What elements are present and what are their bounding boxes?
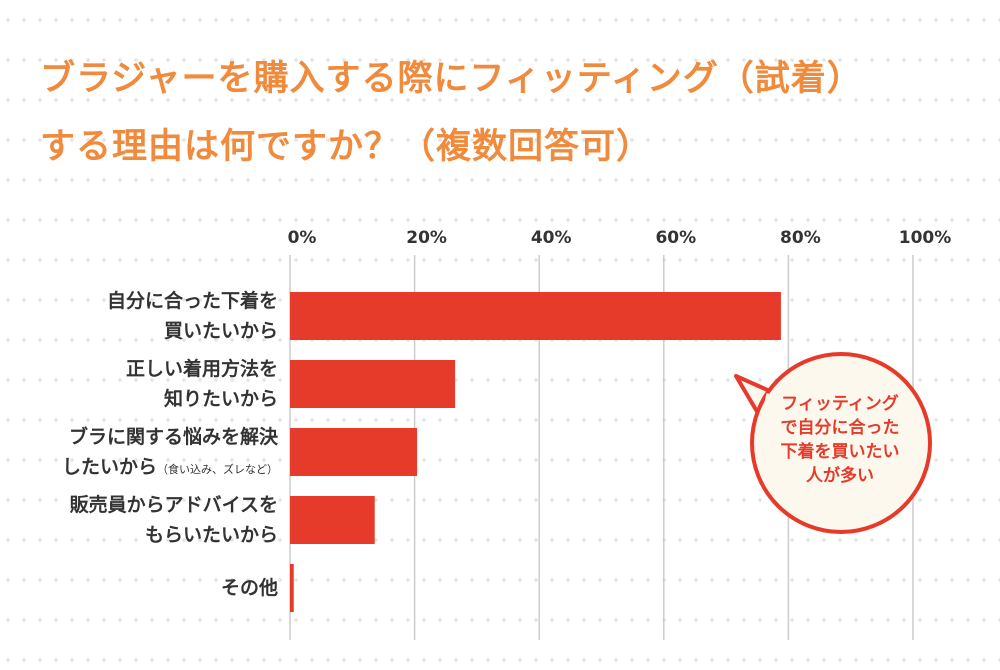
category-label: ブラに関する悩みを解決したいから（食い込み、ズレなど） bbox=[62, 422, 278, 485]
category-label-line: 販売員からアドバイスを bbox=[70, 490, 278, 520]
tick-label: 80% bbox=[780, 228, 821, 248]
category-label-line: したいから（食い込み、ズレなど） bbox=[62, 452, 278, 485]
annotation-line: フィッティング bbox=[781, 394, 899, 414]
category-text: 知りたいから bbox=[163, 388, 278, 410]
annotation-line: 下着を買いたい bbox=[780, 442, 900, 462]
tick-label: 60% bbox=[655, 228, 696, 248]
category-label-line: 買いたいから bbox=[107, 316, 278, 346]
category-note: （食い込み、ズレなど） bbox=[157, 463, 278, 476]
tick-label: 20% bbox=[406, 228, 447, 248]
category-text: 買いたいから bbox=[163, 320, 278, 342]
category-label-line: その他 bbox=[221, 573, 278, 603]
bubble-tail-join bbox=[760, 393, 774, 419]
category-label: 自分に合った下着を買いたいから bbox=[107, 286, 278, 346]
annotation-line: で自分に合った bbox=[780, 418, 900, 438]
category-label-line: 正しい着用方法を bbox=[126, 354, 278, 384]
annotation-line: 人が多い bbox=[806, 466, 874, 486]
category-text: 販売員からアドバイスを bbox=[69, 494, 278, 516]
tick-label: 100% bbox=[899, 228, 952, 248]
tick-label: 0% bbox=[288, 228, 317, 248]
chart-title-line-1: ブラジャーを購入する際にフィッティング（試着） bbox=[40, 59, 863, 99]
category-text: 自分に合った下着を bbox=[106, 290, 278, 312]
category-text: したいから bbox=[61, 456, 157, 478]
category-label-line: ブラに関する悩みを解決 bbox=[62, 422, 278, 452]
category-label: 販売員からアドバイスをもらいたいから bbox=[70, 490, 278, 550]
category-text: もらいたいから bbox=[144, 524, 278, 546]
annotation-text: フィッティング で自分に合った 下着を買いたい 人が多い bbox=[752, 392, 928, 488]
tick-label: 40% bbox=[531, 228, 572, 248]
bar bbox=[290, 496, 375, 544]
category-label: 正しい着用方法を知りたいから bbox=[126, 354, 278, 414]
category-label-line: もらいたいから bbox=[70, 520, 278, 550]
category-text: その他 bbox=[220, 577, 278, 599]
speech-bubble bbox=[750, 352, 932, 534]
category-text: ブラに関する悩みを解決 bbox=[68, 426, 278, 448]
category-label-line: 自分に合った下着を bbox=[107, 286, 278, 316]
bar bbox=[290, 564, 294, 612]
chart-title-line-2: する理由は何ですか？（複数回答可） bbox=[40, 127, 653, 167]
bar bbox=[290, 360, 456, 408]
category-label-line: 知りたいから bbox=[126, 384, 278, 414]
bar bbox=[290, 292, 781, 340]
category-label: その他 bbox=[221, 573, 278, 603]
bar bbox=[290, 428, 418, 476]
category-text: 正しい着用方法を bbox=[125, 358, 278, 380]
